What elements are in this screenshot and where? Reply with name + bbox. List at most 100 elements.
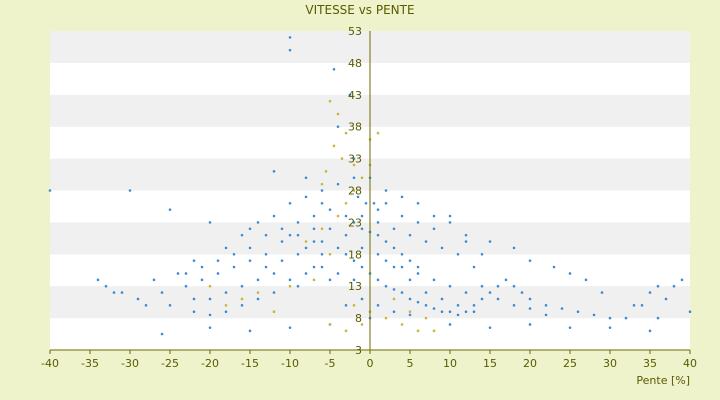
data-point: [352, 176, 356, 180]
data-point: [356, 195, 360, 199]
data-point: [352, 157, 356, 160]
data-point: [656, 316, 660, 320]
data-point: [312, 278, 316, 282]
data-point: [432, 227, 436, 231]
data-point: [496, 284, 500, 288]
x-tick-label: -15: [241, 357, 259, 370]
data-point: [608, 326, 612, 329]
data-point: [680, 278, 684, 282]
data-point: [440, 310, 444, 314]
data-point: [360, 265, 364, 269]
data-point: [424, 304, 428, 307]
data-point: [256, 297, 260, 301]
data-point: [304, 195, 308, 199]
data-point: [168, 304, 172, 307]
data-point: [288, 201, 292, 205]
data-point: [488, 240, 492, 243]
y-tick-label: 3: [355, 344, 362, 357]
data-point: [384, 240, 388, 243]
data-point: [376, 233, 380, 237]
data-point: [432, 214, 436, 218]
data-point: [360, 214, 364, 218]
data-point: [200, 278, 204, 282]
data-point: [160, 291, 164, 294]
data-point: [336, 272, 340, 275]
data-point: [384, 201, 388, 205]
data-point: [472, 310, 476, 314]
data-point: [480, 284, 484, 288]
data-point: [336, 112, 340, 116]
data-point: [432, 278, 436, 282]
data-point: [464, 310, 468, 314]
data-point: [344, 253, 348, 256]
data-point: [560, 307, 564, 310]
data-point: [392, 288, 396, 291]
data-point: [320, 189, 324, 192]
data-point: [376, 304, 380, 307]
data-point: [340, 157, 344, 160]
data-point: [288, 326, 292, 329]
data-point: [224, 291, 228, 294]
data-point: [520, 291, 524, 294]
x-tick-label: 35: [643, 357, 657, 370]
data-point: [296, 233, 300, 237]
data-point: [312, 265, 316, 269]
data-point: [408, 297, 412, 301]
data-point: [120, 291, 124, 294]
data-point: [192, 310, 196, 314]
data-point: [528, 307, 532, 310]
data-point: [336, 125, 340, 128]
data-point: [208, 313, 212, 317]
data-point: [272, 272, 276, 275]
data-point: [416, 272, 420, 275]
data-point: [408, 233, 412, 237]
data-point: [448, 323, 452, 326]
data-point: [320, 265, 324, 269]
data-point: [328, 99, 332, 103]
data-point: [344, 304, 348, 307]
data-point: [352, 304, 356, 307]
data-point: [392, 310, 396, 314]
x-tick-label: 10: [443, 357, 457, 370]
data-point: [288, 284, 292, 288]
data-point: [96, 278, 100, 282]
data-point: [400, 195, 404, 199]
data-point: [504, 278, 508, 282]
data-point: [288, 233, 292, 237]
data-point: [104, 284, 108, 288]
data-point: [216, 259, 220, 262]
data-point: [248, 246, 252, 250]
x-tick-label: 5: [407, 357, 414, 370]
data-point: [360, 246, 364, 250]
data-point: [272, 310, 276, 314]
x-tick-label: 20: [523, 357, 537, 370]
x-tick-label: -30: [121, 357, 139, 370]
data-point: [480, 253, 484, 256]
data-point: [416, 265, 420, 269]
y-tick-label: 18: [348, 248, 362, 261]
x-tick-label: -35: [81, 357, 99, 370]
data-point: [328, 227, 332, 231]
y-tick-label: 28: [348, 185, 362, 198]
data-point: [480, 297, 484, 301]
x-tick-label: -20: [201, 357, 219, 370]
data-point: [408, 278, 412, 282]
data-point: [416, 221, 420, 224]
data-point: [432, 307, 436, 310]
data-point: [320, 182, 324, 186]
data-point: [176, 272, 180, 275]
data-point: [376, 131, 380, 135]
data-point: [408, 310, 412, 314]
data-point: [400, 214, 404, 218]
data-point: [472, 304, 476, 307]
data-point: [456, 313, 460, 317]
data-point: [248, 329, 252, 333]
data-point: [464, 240, 468, 243]
data-point: [672, 284, 676, 288]
data-point: [128, 189, 132, 192]
data-point: [384, 259, 388, 262]
data-point: [372, 201, 376, 205]
data-point: [384, 189, 388, 192]
data-point: [280, 259, 284, 262]
